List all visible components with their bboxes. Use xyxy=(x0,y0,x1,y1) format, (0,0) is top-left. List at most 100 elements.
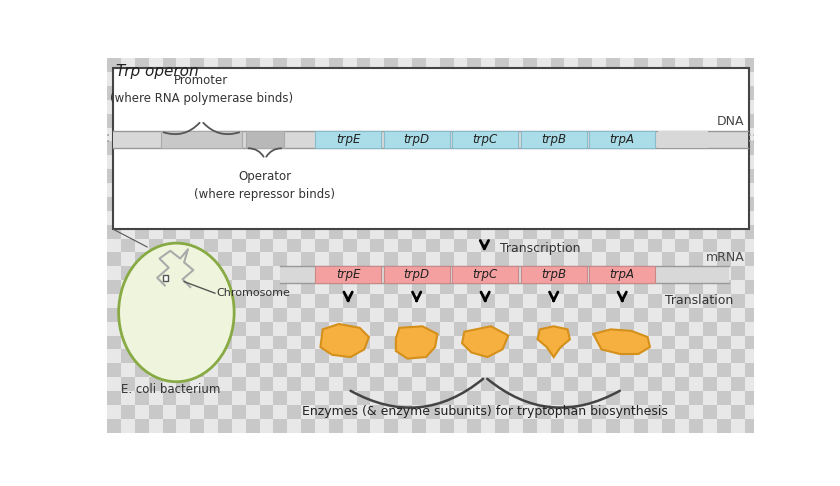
Bar xyxy=(551,252,564,266)
Bar xyxy=(343,322,357,335)
Bar xyxy=(481,72,496,86)
Bar xyxy=(315,322,329,335)
Bar xyxy=(537,252,551,266)
Bar xyxy=(551,72,564,86)
Bar xyxy=(134,183,149,197)
Bar xyxy=(675,169,690,183)
Bar xyxy=(658,132,708,148)
Bar xyxy=(717,405,731,418)
Bar xyxy=(329,308,343,322)
Bar xyxy=(522,169,537,183)
Bar xyxy=(412,322,426,335)
Bar xyxy=(592,197,606,211)
Bar xyxy=(134,58,149,72)
Bar xyxy=(287,433,302,447)
Bar xyxy=(440,72,454,86)
Bar xyxy=(260,294,274,308)
Bar xyxy=(274,335,287,349)
Bar xyxy=(690,363,703,377)
Bar xyxy=(592,405,606,418)
Bar xyxy=(329,377,343,391)
Bar xyxy=(717,183,731,197)
Bar xyxy=(509,322,522,335)
Bar xyxy=(468,86,481,100)
Bar xyxy=(675,363,690,377)
Bar xyxy=(634,294,648,308)
Bar xyxy=(440,266,454,280)
Bar xyxy=(606,211,620,225)
Bar xyxy=(398,100,412,114)
Bar xyxy=(481,322,496,335)
Bar xyxy=(440,141,454,156)
Bar xyxy=(745,183,759,197)
Bar xyxy=(745,266,759,280)
Bar xyxy=(675,156,690,169)
Bar xyxy=(260,183,274,197)
Bar xyxy=(509,141,522,156)
Bar xyxy=(521,132,587,148)
Bar xyxy=(343,391,357,405)
Bar xyxy=(537,86,551,100)
Bar xyxy=(329,349,343,363)
Bar xyxy=(385,363,398,377)
Bar xyxy=(163,239,176,252)
Bar xyxy=(703,377,717,391)
Bar xyxy=(564,100,579,114)
Bar xyxy=(121,294,134,308)
Bar xyxy=(204,418,218,433)
Bar xyxy=(426,266,440,280)
Bar xyxy=(287,280,302,294)
Bar xyxy=(703,169,717,183)
Bar xyxy=(717,294,731,308)
Bar xyxy=(509,169,522,183)
Bar xyxy=(509,239,522,252)
Bar xyxy=(329,100,343,114)
Bar xyxy=(176,169,190,183)
Bar xyxy=(343,266,357,280)
Text: Trp operon: Trp operon xyxy=(116,65,199,80)
Bar xyxy=(468,114,481,128)
Bar xyxy=(134,156,149,169)
Bar xyxy=(690,349,703,363)
Bar xyxy=(315,183,329,197)
Bar xyxy=(287,183,302,197)
Bar xyxy=(745,294,759,308)
Bar xyxy=(620,239,634,252)
Bar xyxy=(606,197,620,211)
Bar xyxy=(134,197,149,211)
Bar xyxy=(564,197,579,211)
Bar xyxy=(412,280,426,294)
Bar xyxy=(537,322,551,335)
Bar xyxy=(717,225,731,239)
Bar xyxy=(496,363,509,377)
Bar xyxy=(648,239,662,252)
Bar xyxy=(370,128,385,141)
Bar xyxy=(564,72,579,86)
Bar xyxy=(218,114,232,128)
Bar xyxy=(634,377,648,391)
Bar xyxy=(592,128,606,141)
Bar xyxy=(274,377,287,391)
Bar xyxy=(274,128,287,141)
Bar xyxy=(108,266,121,280)
Bar xyxy=(690,335,703,349)
Bar xyxy=(121,183,134,197)
Bar xyxy=(620,266,634,280)
Bar xyxy=(564,405,579,418)
Bar xyxy=(398,86,412,100)
Bar xyxy=(260,405,274,418)
Bar xyxy=(134,363,149,377)
Bar xyxy=(329,225,343,239)
Bar xyxy=(675,294,690,308)
Bar xyxy=(190,141,204,156)
Bar xyxy=(537,405,551,418)
Bar xyxy=(385,169,398,183)
Bar xyxy=(690,266,703,280)
Bar xyxy=(522,280,537,294)
Bar xyxy=(163,433,176,447)
Text: trpE: trpE xyxy=(336,268,360,281)
Bar xyxy=(426,128,440,141)
Bar xyxy=(134,86,149,100)
Bar xyxy=(606,266,620,280)
Bar xyxy=(537,349,551,363)
